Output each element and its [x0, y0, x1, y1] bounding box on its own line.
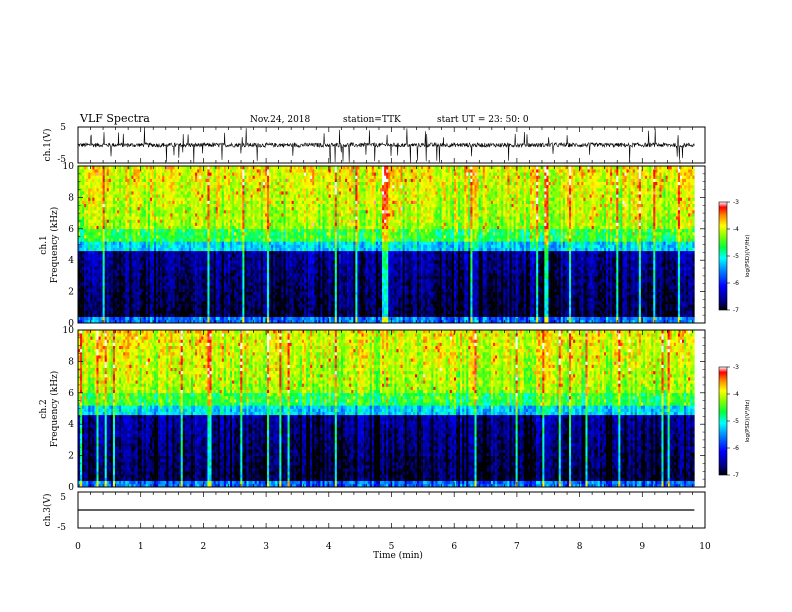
ch1-spec-ytick-2: 2 — [68, 288, 74, 298]
ch1-ytick-top: 5 — [60, 123, 66, 133]
ch2-spec-ytick-6: 6 — [68, 389, 74, 399]
ch2-spectrogram-image — [78, 330, 695, 487]
ch2-spec-ytick-8: 8 — [68, 357, 74, 367]
ch2-colorbar-tick--4: -4 — [733, 391, 739, 398]
ch1-spec-ytick-4: 4 — [68, 256, 74, 266]
figure-title: VLF Spectra — [79, 112, 150, 125]
start-ut-label: start UT = 23: 50: 0 — [437, 115, 529, 125]
x-tick-4: 4 — [326, 542, 332, 552]
ch1-colorbar-tick--4: -4 — [733, 226, 739, 233]
ch1-colorbar-tick--6: -6 — [733, 280, 739, 287]
x-tick-9: 9 — [639, 542, 645, 552]
ch1-colorbar-tick--3: -3 — [733, 199, 739, 206]
ch3-ytick-top: 5 — [60, 493, 66, 503]
x-tick-0: 0 — [75, 542, 81, 552]
ch2-spec-ylabel-line1: ch.2 — [39, 399, 49, 418]
ch2-colorbar-tick--6: -6 — [733, 445, 739, 452]
ch1-colorbar-tick--5: -5 — [733, 253, 739, 260]
ch1-ylabel: ch.1(V) — [42, 129, 53, 162]
ch2-colorbar-tick--7: -7 — [733, 472, 739, 479]
ch1-colorbar-tick--7: -7 — [733, 307, 739, 314]
ch1-spec-ylabel-line2: Frequency (kHz) — [49, 207, 60, 284]
ch1-colorbar: -3 -4 -5 -6 -7 log(PSD)(V²/Hz) — [719, 199, 751, 314]
ch3-ylabel: ch.3(V) — [42, 494, 53, 527]
x-axis-label: Time (min) — [373, 550, 423, 561]
x-tick-1: 1 — [138, 542, 144, 552]
ch2-spec-ytick-10: 10 — [63, 326, 75, 336]
ch2-spec-ylabel-line2: Frequency (kHz) — [49, 371, 60, 448]
ch2-spec-ytick-2: 2 — [68, 452, 74, 462]
ch2-colorbar: -3 -4 -5 -6 -7 log(PSD)(V²/Hz) — [719, 364, 751, 479]
ch2-spec-ytick-0: 0 — [68, 483, 74, 493]
ch2-spectrogram-panel: 0 2 4 6 8 10 ch.2 Frequency (kHz) — [39, 326, 705, 493]
ch1-colorbar-label: log(PSD)(V²/Hz) — [744, 235, 751, 278]
ch1-spec-ytick-10: 10 — [63, 162, 75, 172]
x-tick-3: 3 — [263, 542, 269, 552]
ch1-spectrogram-image — [78, 166, 695, 323]
ch2-spec-ytick-4: 4 — [68, 420, 74, 430]
x-tick-8: 8 — [577, 542, 583, 552]
ch1-spec-ylabel-line1: ch.1 — [39, 235, 49, 254]
ch2-colorbar-tick--5: -5 — [733, 418, 739, 425]
ch1-waveform-panel: 5 -5 ch.1(V) — [42, 123, 705, 165]
ch1-spec-ytick-6: 6 — [68, 225, 74, 235]
x-tick-10: 10 — [699, 542, 711, 552]
x-tick-7: 7 — [514, 542, 520, 552]
ch2-colorbar-label: log(PSD)(V²/Hz) — [744, 400, 751, 443]
date-label: Nov.24, 2018 — [250, 115, 311, 125]
x-tick-6: 6 — [451, 542, 457, 552]
ch3-ytick-bottom: -5 — [57, 523, 66, 533]
ch2-colorbar-tick--3: -3 — [733, 364, 739, 371]
ch1-spec-ytick-8: 8 — [68, 193, 74, 203]
ch3-waveform-panel: 5 -5 ch.3(V) — [42, 492, 705, 533]
x-tick-2: 2 — [201, 542, 207, 552]
station-label: station=TTK — [343, 115, 401, 125]
